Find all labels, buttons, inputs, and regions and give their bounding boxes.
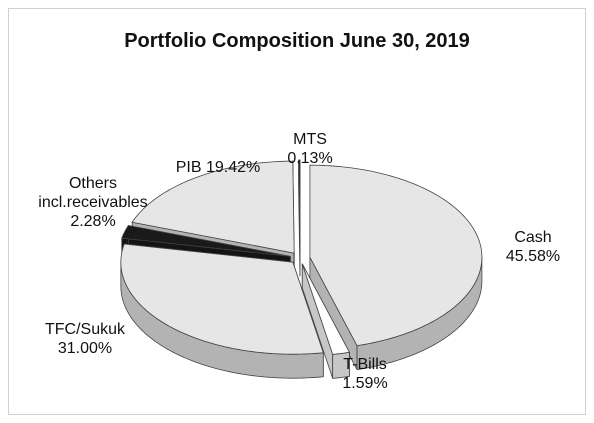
slice	[120, 243, 324, 355]
slice-label: TFC/Sukuk 31.00%	[20, 320, 150, 358]
value-label: 31.00%	[57, 340, 113, 357]
category-label: PIB	[175, 159, 202, 176]
value-label: 2.28%	[70, 213, 116, 230]
value-label: 45.58%	[505, 248, 561, 265]
chart-title: Portfolio Composition June 30, 2019	[124, 30, 470, 52]
slice-label: Cash 45.58%	[478, 228, 588, 266]
chart-border	[8, 8, 586, 415]
category-label: TFC/Sukuk	[44, 321, 125, 338]
slice-label: MTS 0.13%	[265, 130, 355, 168]
slice	[121, 225, 291, 257]
slice	[301, 263, 350, 355]
category-label: T-Bills	[343, 356, 387, 373]
slice-label: Others incl.receivables 2.28%	[18, 174, 168, 231]
slice-label: PIB 19.42%	[148, 158, 288, 177]
value-label: 1.59%	[342, 375, 388, 392]
slice-label: T-Bills 1.59%	[320, 355, 410, 393]
category-label: Cash	[514, 229, 552, 246]
slice	[309, 164, 483, 347]
category-label: Others incl.receivables	[38, 175, 148, 211]
value-label: 0.13%	[287, 150, 333, 167]
slice	[298, 159, 301, 253]
category-label: MTS	[293, 131, 327, 148]
value-label: 19.42%	[205, 159, 261, 176]
slice	[131, 160, 295, 254]
